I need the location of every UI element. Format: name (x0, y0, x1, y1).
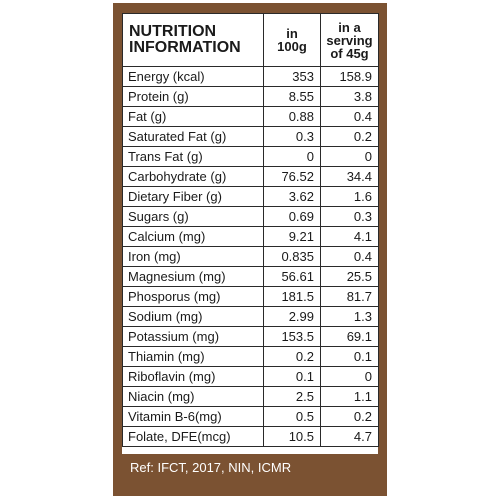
nutrition-table: NUTRITION INFORMATION in 100g in a servi… (122, 13, 379, 447)
value-per-100g: 0.835 (263, 246, 321, 267)
table-row: Riboflavin (mg) 0.1 0 (122, 366, 379, 387)
header-per-100g-line2: 100g (277, 39, 307, 54)
nutrient-name: Energy (kcal) (122, 66, 264, 87)
value-per-100g: 181.5 (263, 286, 321, 307)
nutrition-panel: NUTRITION INFORMATION in 100g in a servi… (113, 3, 387, 496)
table-row: Iron (mg) 0.835 0.4 (122, 246, 379, 267)
table-row: Protein (g) 8.55 3.8 (122, 86, 379, 107)
header-row: NUTRITION INFORMATION in 100g in a servi… (122, 13, 379, 67)
table-row: Saturated Fat (g) 0.3 0.2 (122, 126, 379, 147)
table-row: Energy (kcal) 353 158.9 (122, 66, 379, 87)
value-per-100g: 0.69 (263, 206, 321, 227)
value-per-serving: 69.1 (320, 326, 379, 347)
header-per-100g-line1: in (286, 26, 298, 41)
value-per-100g: 0.3 (263, 126, 321, 147)
nutrient-name: Magnesium (mg) (122, 266, 264, 287)
value-per-100g: 9.21 (263, 226, 321, 247)
value-per-serving: 0.3 (320, 206, 379, 227)
table-row: Phosporus (mg) 181.5 81.7 (122, 286, 379, 307)
value-per-100g: 0.5 (263, 406, 321, 427)
header-title-line1: NUTRITION (129, 23, 217, 40)
table-row: Fat (g) 0.88 0.4 (122, 106, 379, 127)
value-per-100g: 56.61 (263, 266, 321, 287)
nutrient-name: Phosporus (mg) (122, 286, 264, 307)
nutrient-name: Saturated Fat (g) (122, 126, 264, 147)
value-per-100g: 76.52 (263, 166, 321, 187)
table-row: Vitamin B-6(mg) 0.5 0.2 (122, 406, 379, 427)
value-per-serving: 0 (320, 366, 379, 387)
nutrient-name: Fat (g) (122, 106, 264, 127)
table-row: Thiamin (mg) 0.2 0.1 (122, 346, 379, 367)
nutrient-name: Vitamin B-6(mg) (122, 406, 264, 427)
value-per-100g: 0 (263, 146, 321, 167)
value-per-100g: 0.88 (263, 106, 321, 127)
table-row: Sugars (g) 0.69 0.3 (122, 206, 379, 227)
value-per-serving: 0.2 (320, 406, 379, 427)
table-row: Trans Fat (g) 0 0 (122, 146, 379, 167)
value-per-100g: 10.5 (263, 426, 321, 447)
value-per-100g: 3.62 (263, 186, 321, 207)
value-per-serving: 3.8 (320, 86, 379, 107)
value-per-serving: 1.3 (320, 306, 379, 327)
table-row: Magnesium (mg) 56.61 25.5 (122, 266, 379, 287)
nutrient-name: Carbohydrate (g) (122, 166, 264, 187)
value-per-100g: 2.99 (263, 306, 321, 327)
header-per-serving-line2: serving (326, 32, 373, 48)
table-row: Dietary Fiber (g) 3.62 1.6 (122, 186, 379, 207)
table-row: Carbohydrate (g) 76.52 34.4 (122, 166, 379, 187)
value-per-serving: 4.7 (320, 426, 379, 447)
table-row: Niacin (mg) 2.5 1.1 (122, 386, 379, 407)
header-title: NUTRITION INFORMATION (122, 13, 264, 67)
value-per-serving: 0 (320, 146, 379, 167)
value-per-serving: 81.7 (320, 286, 379, 307)
table-row: Calcium (mg) 9.21 4.1 (122, 226, 379, 247)
header-per-100g: in 100g (263, 13, 321, 67)
nutrient-name: Riboflavin (mg) (122, 366, 264, 387)
nutrient-name: Protein (g) (122, 86, 264, 107)
value-per-serving: 1.1 (320, 386, 379, 407)
nutrient-name: Niacin (mg) (122, 386, 264, 407)
nutrient-name: Iron (mg) (122, 246, 264, 267)
header-per-serving: in a serving of 45g (320, 13, 379, 67)
table-header: NUTRITION INFORMATION in 100g in a servi… (122, 13, 379, 67)
table-row: Folate, DFE(mcg) 10.5 4.7 (122, 426, 379, 447)
nutrient-name: Dietary Fiber (g) (122, 186, 264, 207)
value-per-100g: 353 (263, 66, 321, 87)
nutrient-name: Thiamin (mg) (122, 346, 264, 367)
value-per-100g: 0.2 (263, 346, 321, 367)
nutrient-name: Sugars (g) (122, 206, 264, 227)
table-body: Energy (kcal) 353 158.9 Protein (g) 8.55 3.8 F… (122, 66, 379, 447)
value-per-100g: 153.5 (263, 326, 321, 347)
nutrient-name: Potassium (mg) (122, 326, 264, 347)
nutrient-name: Calcium (mg) (122, 226, 264, 247)
value-per-100g: 8.55 (263, 86, 321, 107)
value-per-serving: 4.1 (320, 226, 379, 247)
value-per-serving: 0.2 (320, 126, 379, 147)
nutrient-name: Sodium (mg) (122, 306, 264, 327)
nutrient-name: Folate, DFE(mcg) (122, 426, 264, 447)
value-per-100g: 2.5 (263, 386, 321, 407)
header-title-line2: INFORMATION (129, 39, 241, 56)
table-row: Potassium (mg) 153.5 69.1 (122, 326, 379, 347)
reference-note: Ref: IFCT, 2017, NIN, ICMR (130, 460, 292, 475)
header-per-serving-line3: of 45g (330, 45, 369, 61)
value-per-serving: 0.4 (320, 106, 379, 127)
nutrition-table-wrapper: NUTRITION INFORMATION in 100g in a servi… (122, 13, 379, 454)
nutrient-name: Trans Fat (g) (122, 146, 264, 167)
header-per-serving-line1: in a (338, 19, 361, 35)
table-row: Sodium (mg) 2.99 1.3 (122, 306, 379, 327)
value-per-serving: 34.4 (320, 166, 379, 187)
value-per-serving: 1.6 (320, 186, 379, 207)
value-per-serving: 0.4 (320, 246, 379, 267)
value-per-100g: 0.1 (263, 366, 321, 387)
value-per-serving: 0.1 (320, 346, 379, 367)
value-per-serving: 158.9 (320, 66, 379, 87)
value-per-serving: 25.5 (320, 266, 379, 287)
